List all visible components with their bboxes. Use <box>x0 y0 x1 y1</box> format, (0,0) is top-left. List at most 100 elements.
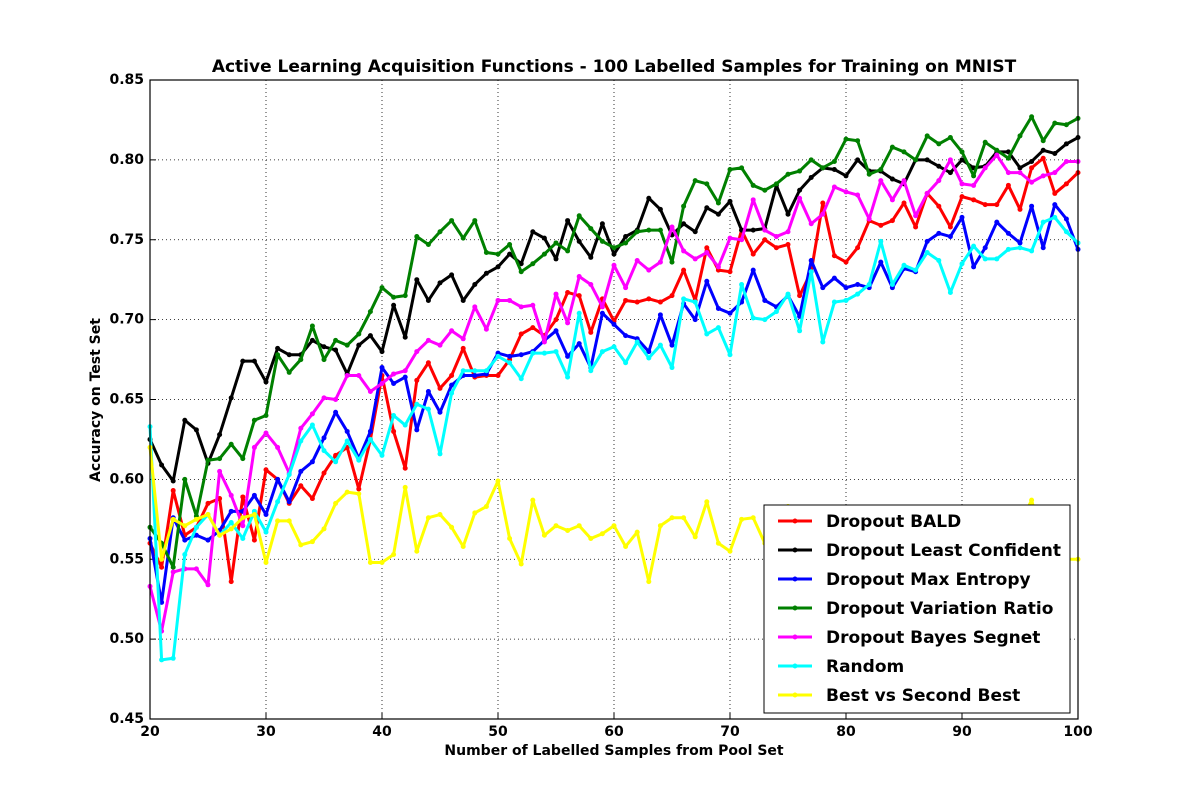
data-point <box>994 152 1000 158</box>
data-point <box>217 456 223 462</box>
data-point <box>808 258 814 264</box>
data-point <box>634 299 640 305</box>
data-point <box>228 492 234 498</box>
data-point <box>646 296 652 302</box>
data-point <box>541 251 547 257</box>
data-point <box>553 240 559 246</box>
data-point <box>449 328 455 334</box>
chart-title: Active Learning Acquisition Functions - … <box>212 57 1017 77</box>
data-point <box>309 539 315 545</box>
data-point <box>808 157 814 163</box>
data-point <box>170 488 176 494</box>
data-point <box>878 222 884 228</box>
data-point <box>205 512 211 518</box>
data-point <box>646 579 652 585</box>
data-point <box>507 297 513 303</box>
legend-label: Dropout Least Confident <box>826 541 1061 561</box>
data-point <box>333 347 339 353</box>
y-axis-label: Accuracy on Test Set <box>88 318 104 482</box>
data-point <box>1005 170 1011 176</box>
data-point <box>657 227 663 233</box>
data-point <box>588 226 594 232</box>
data-point <box>1017 165 1023 171</box>
data-point <box>1063 216 1069 222</box>
data-point <box>263 467 269 473</box>
data-point <box>170 655 176 661</box>
data-point <box>402 465 408 471</box>
data-point <box>159 657 165 663</box>
data-point <box>715 264 721 270</box>
data-point <box>205 457 211 463</box>
x-tick-label: 30 <box>256 724 276 740</box>
data-point <box>773 245 779 251</box>
data-point <box>1017 206 1023 212</box>
data-point <box>379 381 385 387</box>
data-point <box>588 254 594 260</box>
y-tick-label: 0.75 <box>109 232 144 248</box>
data-point <box>715 325 721 331</box>
data-point <box>762 227 768 233</box>
data-point <box>750 197 756 203</box>
data-point <box>623 297 629 303</box>
data-point <box>739 281 745 287</box>
data-point <box>878 166 884 172</box>
data-point <box>936 163 942 169</box>
data-point <box>460 543 466 549</box>
data-point <box>240 515 246 521</box>
data-point <box>704 278 710 284</box>
data-point <box>982 165 988 171</box>
data-point <box>1040 147 1046 153</box>
data-point <box>843 285 849 291</box>
data-point <box>855 138 861 144</box>
data-point <box>936 178 942 184</box>
data-point <box>924 133 930 139</box>
data-point <box>507 360 513 366</box>
data-point <box>344 489 350 495</box>
data-point <box>797 187 803 193</box>
data-point <box>982 139 988 145</box>
data-point <box>460 345 466 351</box>
data-point <box>750 227 756 233</box>
data-point <box>669 515 675 521</box>
data-point <box>356 373 362 379</box>
data-point <box>1052 214 1058 220</box>
data-point <box>657 206 663 212</box>
data-point <box>518 352 524 358</box>
data-point <box>820 165 826 171</box>
data-point <box>402 368 408 374</box>
data-point <box>681 221 687 227</box>
data-point <box>286 518 292 524</box>
data-point <box>460 235 466 241</box>
data-point <box>727 310 733 316</box>
data-point <box>251 537 257 543</box>
data-point <box>379 349 385 355</box>
x-tick-label: 70 <box>720 724 740 740</box>
data-point <box>437 280 443 286</box>
data-point <box>391 381 397 387</box>
data-point <box>193 524 199 530</box>
data-point <box>727 166 733 172</box>
data-point <box>982 245 988 251</box>
data-point <box>495 478 501 484</box>
data-point <box>402 422 408 428</box>
data-point <box>356 342 362 348</box>
data-point <box>1005 230 1011 236</box>
data-point <box>750 515 756 521</box>
data-point <box>553 523 559 529</box>
legend: Dropout BALD Dropout Least Confident Dropo… <box>763 504 1071 714</box>
data-point <box>472 281 478 287</box>
data-point <box>275 352 281 358</box>
data-point <box>947 170 953 176</box>
data-point <box>483 270 489 276</box>
data-point <box>228 579 234 585</box>
data-point <box>298 425 304 431</box>
data-point <box>414 548 420 554</box>
data-point <box>599 221 605 227</box>
data-point <box>808 221 814 227</box>
x-tick-label: 90 <box>952 724 972 740</box>
data-point <box>437 229 443 235</box>
data-point <box>379 559 385 565</box>
data-point <box>576 293 582 299</box>
data-point <box>657 259 663 265</box>
data-point <box>623 360 629 366</box>
